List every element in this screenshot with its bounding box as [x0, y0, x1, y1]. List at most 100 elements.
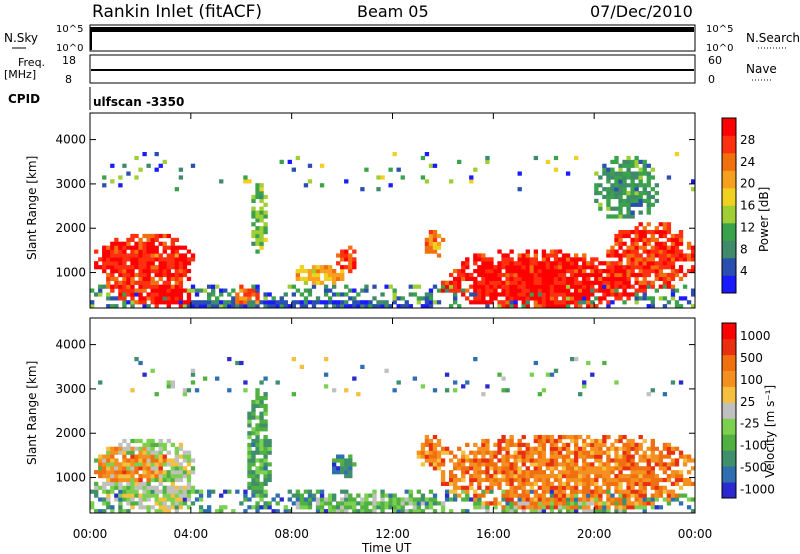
heatmap-cell	[662, 272, 668, 278]
heatmap-cell	[134, 477, 139, 483]
heatmap-cell	[146, 241, 151, 246]
heatmap-cell	[638, 466, 643, 471]
heatmap-cell	[428, 288, 434, 293]
heatmap-cell	[110, 284, 115, 289]
heatmap-cell	[416, 497, 422, 502]
heatmap-cell	[533, 481, 538, 486]
heatmap-cell	[336, 509, 341, 514]
heatmap-cell	[122, 438, 127, 444]
heatmap-cell	[154, 296, 159, 301]
heatmap-cell	[497, 272, 502, 278]
heatmap-cell	[505, 501, 510, 506]
heatmap-cell	[146, 284, 151, 289]
heatmap-cell	[682, 462, 688, 467]
heatmap-cell	[678, 241, 684, 246]
heatmap-cell	[690, 245, 696, 250]
heatmap-cell	[477, 470, 482, 475]
heatmap-cell	[206, 505, 212, 510]
heatmap-cell	[146, 442, 151, 447]
heatmap-cell	[630, 446, 635, 451]
heatmap-cell	[569, 477, 575, 483]
heatmap-cell	[582, 269, 587, 274]
heatmap-cell	[138, 454, 143, 459]
heatmap-cell	[642, 226, 647, 231]
heatmap-cell	[549, 446, 555, 451]
heatmap-cell	[642, 470, 647, 475]
heatmap-cell	[255, 296, 260, 301]
heatmap-cell	[614, 462, 619, 467]
heatmap-cell	[396, 380, 401, 385]
heatmap-cell	[146, 163, 151, 168]
heatmap-cell	[505, 300, 510, 305]
heatmap-cell	[537, 470, 543, 475]
heatmap-cell	[154, 237, 159, 242]
heatmap-cell	[291, 493, 296, 498]
heatmap-cell	[396, 509, 401, 514]
heatmap-cell	[170, 442, 175, 447]
heatmap-cell	[505, 280, 510, 285]
heatmap-cell	[130, 438, 135, 444]
heatmap-cell	[654, 477, 659, 483]
heatmap-cell	[307, 292, 313, 297]
heatmap-cell	[521, 505, 526, 510]
heatmap-cell	[90, 489, 95, 494]
heatmap-cell	[634, 505, 639, 510]
heatmap-cell	[686, 241, 692, 246]
heatmap-cell	[267, 304, 272, 309]
heatmap-cell	[561, 442, 567, 447]
heatmap-cell	[404, 509, 409, 514]
heatmap-cell	[481, 501, 486, 506]
heatmap-cell	[582, 462, 587, 467]
heatmap-cell	[174, 501, 180, 506]
heatmap-cell	[364, 304, 369, 309]
colorbar-frame	[721, 322, 737, 499]
heatmap-cell	[436, 454, 442, 459]
heatmap-cell	[178, 269, 184, 274]
heatmap-cell	[340, 509, 345, 514]
heatmap-cell	[569, 438, 575, 444]
heatmap-cell	[505, 442, 510, 447]
heatmap-cell	[634, 493, 639, 498]
heatmap-cell	[465, 458, 470, 463]
heatmap-cell	[574, 489, 579, 494]
heatmap-cell	[598, 474, 603, 479]
heatmap-cell	[400, 509, 405, 514]
heatmap-cell	[642, 257, 647, 262]
heatmap-cell	[493, 462, 498, 467]
heatmap-cell	[557, 497, 563, 502]
heatmap-cell	[626, 446, 631, 451]
heatmap-cell	[291, 501, 296, 506]
heatmap-cell	[582, 261, 587, 266]
heatmap-cell	[578, 280, 583, 285]
heatmap-cell	[267, 300, 272, 305]
heatmap-cell	[610, 481, 615, 486]
heatmap-cell	[126, 509, 131, 514]
heatmap-cell	[505, 509, 510, 514]
heatmap-cell	[537, 485, 543, 490]
heatmap-cell	[211, 304, 216, 309]
heatmap-cell	[509, 296, 514, 301]
heatmap-cell	[340, 466, 345, 471]
heatmap-cell	[307, 179, 313, 184]
heatmap-cell	[340, 304, 345, 309]
heatmap-cell	[529, 458, 534, 463]
heatmap-cell	[138, 245, 143, 250]
heatmap-cell	[255, 183, 260, 188]
heatmap-cell	[106, 446, 111, 451]
heatmap-cell	[582, 505, 587, 510]
heatmap-cell	[154, 233, 159, 239]
heatmap-cell	[130, 280, 135, 285]
heatmap-cell	[174, 446, 180, 451]
heatmap-cell	[557, 477, 563, 483]
heatmap-cell	[122, 253, 127, 258]
heatmap-cell	[126, 284, 131, 289]
heatmap-cell	[521, 458, 526, 463]
heatmap-cell	[404, 501, 409, 506]
heatmap-cell	[574, 474, 579, 479]
heatmap-cell	[146, 466, 151, 471]
heatmap-cell	[182, 501, 188, 506]
heatmap-cell	[574, 470, 579, 475]
heatmap-cell	[122, 493, 127, 498]
freq-tick-top: 18	[62, 54, 76, 67]
